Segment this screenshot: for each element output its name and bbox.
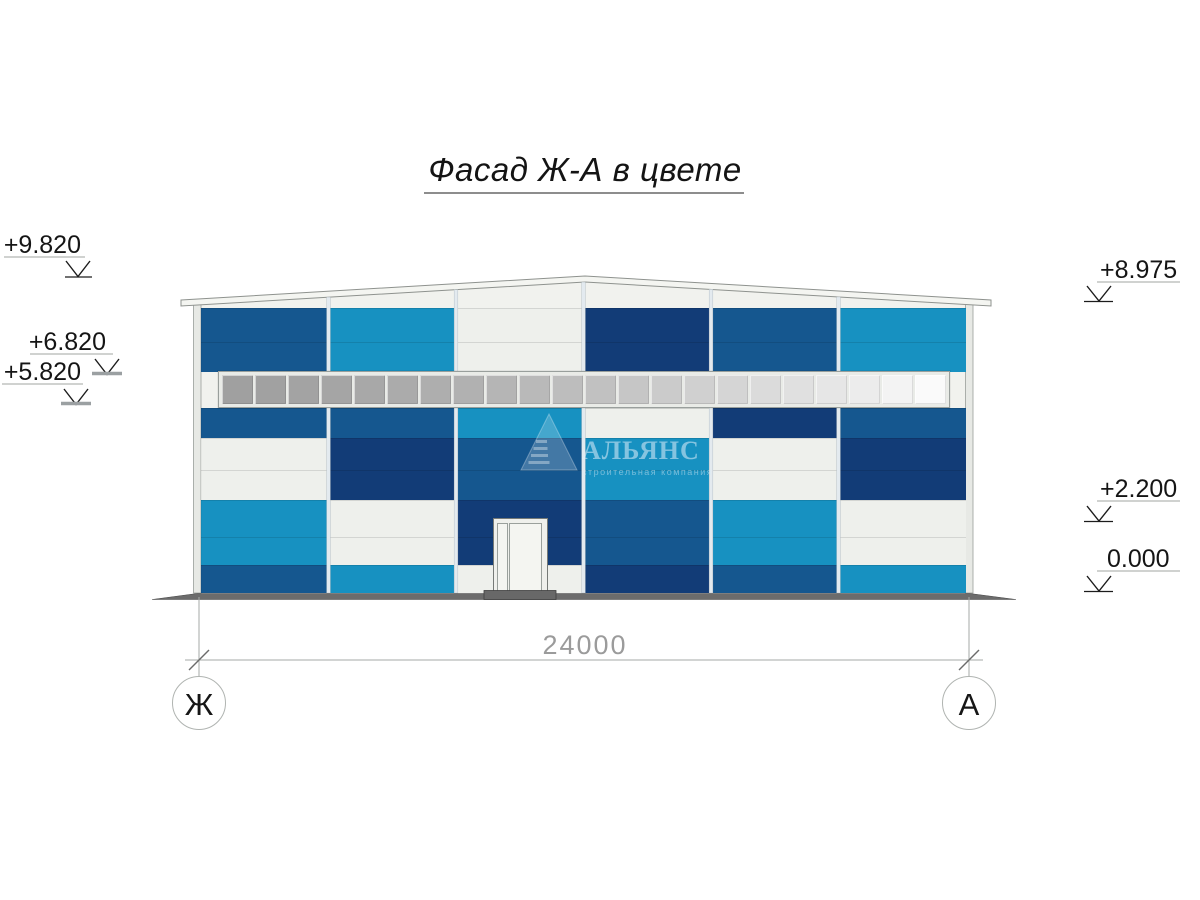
window-panes [222, 375, 946, 404]
facade-panel-white [711, 438, 839, 470]
facade-panel-cyan [328, 565, 456, 593]
window-pane [519, 375, 550, 404]
facade-panel-white [201, 438, 329, 470]
facade-panel-white [456, 308, 584, 342]
facade-panel-white [838, 500, 966, 537]
axis-bubble-zh [172, 676, 226, 730]
facade-panel-blue [711, 342, 839, 372]
window-pane [915, 375, 946, 404]
window-pane [387, 375, 418, 404]
entrance-door [493, 518, 548, 593]
facade-panel-navy [328, 438, 456, 470]
facade-panel-navy [838, 438, 966, 470]
window-pane [222, 375, 253, 404]
axis-label-a: А [958, 687, 980, 722]
facade-panel-cyan [328, 308, 456, 342]
facade-panel-cyan [583, 470, 711, 500]
facade-panel-cyan [583, 438, 711, 470]
facade-panel-blue [201, 565, 329, 593]
elevation-label-8975: +8.975 [1100, 256, 1178, 284]
facade-panel-navy [838, 470, 966, 500]
ribbon-window-band [218, 371, 950, 408]
window-pane [849, 375, 880, 404]
facade-panel-blue [711, 565, 839, 593]
window-pane [882, 375, 913, 404]
window-pane [651, 375, 682, 404]
facade-panel-blue [201, 342, 329, 372]
window-pane [585, 375, 616, 404]
elevation-label-9820: +9.820 [3, 231, 81, 259]
window-pane [750, 375, 781, 404]
facade-panel-blue [328, 408, 456, 438]
elevation-label-0000: 0.000 [1107, 545, 1170, 573]
facade-panel-navy [583, 565, 711, 593]
facade-panel-blue [456, 470, 584, 500]
facade-panel-cyan [838, 308, 966, 342]
facade-panel-cyan [838, 565, 966, 593]
facade-panel-blue [583, 537, 711, 565]
window-pane [783, 375, 814, 404]
window-pane [288, 375, 319, 404]
facade-panel-blue [838, 408, 966, 438]
dimension-tick-icons [188, 649, 980, 671]
facade-panel-blue [201, 408, 329, 438]
elevation-leader-lines [2, 256, 1180, 572]
axis-label-zh: Ж [184, 687, 214, 722]
window-pane [255, 375, 286, 404]
dimension-value: 24000 [542, 630, 628, 660]
facade-panel-cyan [456, 408, 584, 438]
dimension-lines [185, 597, 983, 676]
facade-panel-blue [583, 500, 711, 537]
elevation-label-5820: +5.820 [3, 358, 81, 386]
window-pane [717, 375, 748, 404]
window-pane [321, 375, 352, 404]
facade-panel-white [328, 500, 456, 537]
elevation-gray-ticks [61, 371, 122, 406]
elevation-datum-ticks [65, 276, 1113, 593]
ground-line [151, 593, 1017, 600]
facade-panel-white [583, 408, 711, 438]
facade-panel-cyan [201, 537, 329, 565]
window-pane [453, 375, 484, 404]
window-pane [420, 375, 451, 404]
drawing-title: Фасад Ж-А в цвете [428, 151, 742, 188]
facade-panel-cyan [711, 500, 839, 537]
window-pane [816, 375, 847, 404]
facade-panel-navy [583, 342, 711, 372]
window-pane [684, 375, 715, 404]
elevation-label-6820: +6.820 [28, 328, 106, 356]
title-underline [424, 192, 744, 194]
facade-panel-blue [456, 438, 584, 470]
window-pane [618, 375, 649, 404]
window-pane [354, 375, 385, 404]
facade-panel-navy [583, 308, 711, 342]
facade-panel-blue [711, 308, 839, 342]
elevation-arrow-icons [63, 260, 1112, 593]
axis-bubble-a [942, 676, 996, 730]
window-pane [486, 375, 517, 404]
facade-panel-cyan [838, 342, 966, 372]
facade-panel-white [838, 537, 966, 565]
facade-panel-cyan [328, 342, 456, 372]
facade-panel-white [711, 470, 839, 500]
facade-panel-navy [328, 470, 456, 500]
facade-panel-cyan [711, 537, 839, 565]
roof-band [180, 275, 992, 307]
facade-panel-white [328, 537, 456, 565]
facade-panel-navy [711, 408, 839, 438]
facade-panel-cyan [201, 500, 329, 537]
door-threshold [483, 590, 557, 600]
facade-panel-white [201, 470, 329, 500]
facade-panel-blue [201, 308, 329, 342]
elevation-label-2200: +2.200 [1100, 475, 1178, 503]
window-pane [552, 375, 583, 404]
mullions [326, 281, 841, 594]
facade-panel-white [456, 342, 584, 372]
